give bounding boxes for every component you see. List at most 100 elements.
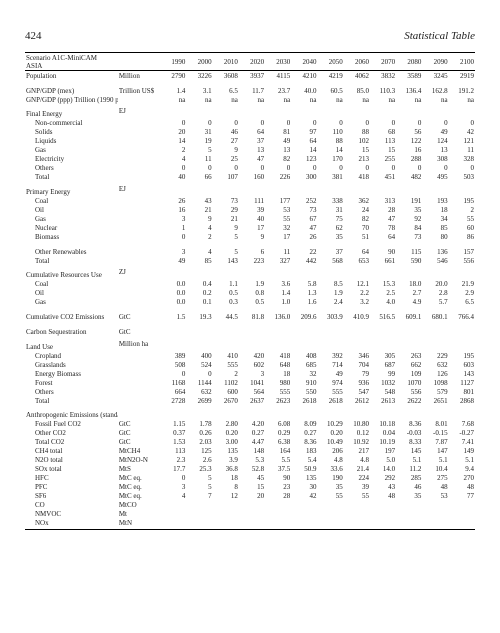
page-number: 424 bbox=[25, 30, 42, 42]
data-cell: 2790 bbox=[160, 71, 186, 81]
row-label: Population bbox=[25, 71, 118, 81]
data-cell: 4 bbox=[186, 223, 212, 232]
data-cell: 191 bbox=[396, 196, 422, 205]
data-cell: 13 bbox=[422, 146, 448, 155]
row-unit bbox=[118, 146, 160, 155]
data-cell: 6.5 bbox=[449, 298, 475, 307]
data-cell: 503 bbox=[449, 173, 475, 182]
data-cell: 85 bbox=[422, 223, 448, 232]
data-cell bbox=[396, 328, 422, 337]
data-cell: 14.0 bbox=[370, 465, 396, 474]
data-cell bbox=[344, 519, 370, 530]
data-cell: 508 bbox=[160, 360, 186, 369]
data-cell: 60.5 bbox=[318, 86, 344, 95]
data-cell: 1168 bbox=[160, 378, 186, 387]
data-cell: 0.0 bbox=[160, 280, 186, 289]
data-cell: 0 bbox=[370, 119, 396, 128]
data-cell: 1.0 bbox=[265, 298, 291, 307]
row-unit bbox=[118, 280, 160, 289]
data-cell: 547 bbox=[344, 387, 370, 396]
data-cell: 2618 bbox=[291, 396, 317, 405]
row-unit bbox=[118, 205, 160, 214]
data-cell: 555 bbox=[318, 387, 344, 396]
data-cell: 936 bbox=[344, 378, 370, 387]
row-label: Others bbox=[25, 164, 118, 173]
row-label: Nuclear bbox=[25, 223, 118, 232]
data-cell: 191.2 bbox=[449, 86, 475, 95]
data-cell: 1.5 bbox=[160, 313, 186, 322]
data-cell: 36.8 bbox=[213, 465, 239, 474]
row-unit bbox=[118, 378, 160, 387]
data-cell: 2919 bbox=[449, 71, 475, 81]
data-cell: 73 bbox=[396, 232, 422, 241]
data-cell bbox=[370, 328, 396, 337]
data-cell: 1102 bbox=[213, 378, 239, 387]
data-cell: 564 bbox=[239, 387, 265, 396]
data-cell: 0 bbox=[213, 119, 239, 128]
data-cell: 300 bbox=[291, 173, 317, 182]
data-cell: 42 bbox=[291, 492, 317, 501]
data-cell: 97 bbox=[291, 128, 317, 137]
data-cell: 18 bbox=[265, 369, 291, 378]
data-cell: 0 bbox=[265, 164, 291, 173]
row-label: Total bbox=[25, 173, 118, 182]
data-cell: 6.08 bbox=[265, 420, 291, 429]
data-cell: 66 bbox=[186, 173, 212, 182]
data-cell: 18.0 bbox=[396, 280, 422, 289]
row-unit bbox=[118, 289, 160, 298]
data-cell: 602 bbox=[239, 360, 265, 369]
data-cell: 0 bbox=[396, 119, 422, 128]
data-cell: 10.19 bbox=[370, 438, 396, 447]
data-cell: 1.9 bbox=[318, 289, 344, 298]
data-cell: 2623 bbox=[265, 396, 291, 405]
data-cell: 653 bbox=[344, 256, 370, 265]
data-cell: 8.36 bbox=[396, 420, 422, 429]
data-cell: 285 bbox=[396, 474, 422, 483]
data-cell: 1.6 bbox=[291, 298, 317, 307]
data-cell: na bbox=[160, 95, 186, 104]
data-cell: 81 bbox=[265, 128, 291, 137]
data-cell: 8.33 bbox=[396, 438, 422, 447]
data-cell: 32 bbox=[291, 369, 317, 378]
data-cell: 0 bbox=[449, 119, 475, 128]
row-label: Cropland bbox=[25, 351, 118, 360]
row-label: Other Renewables bbox=[25, 247, 118, 256]
data-cell: 13 bbox=[265, 146, 291, 155]
data-cell: 224 bbox=[344, 474, 370, 483]
data-cell: 313 bbox=[370, 196, 396, 205]
data-cell: 17 bbox=[239, 223, 265, 232]
data-cell: 26 bbox=[160, 196, 186, 205]
data-cell: 2637 bbox=[239, 396, 265, 405]
data-cell bbox=[449, 510, 475, 519]
data-cell: 389 bbox=[160, 351, 186, 360]
row-unit bbox=[118, 128, 160, 137]
row-label: Carbon Sequestration bbox=[25, 328, 118, 337]
data-cell bbox=[318, 328, 344, 337]
data-cell: 1.78 bbox=[186, 420, 212, 429]
year-header: 2080 bbox=[396, 53, 422, 71]
data-cell: 568 bbox=[318, 256, 344, 265]
data-cell: 0 bbox=[265, 119, 291, 128]
data-cell bbox=[449, 519, 475, 530]
data-cell: 1.9 bbox=[239, 280, 265, 289]
data-cell: 136.0 bbox=[265, 313, 291, 322]
data-cell: 0.37 bbox=[160, 429, 186, 438]
data-cell: 2670 bbox=[213, 396, 239, 405]
year-header: 2090 bbox=[422, 53, 448, 71]
data-cell: 590 bbox=[396, 256, 422, 265]
data-cell: 600 bbox=[213, 387, 239, 396]
data-cell: 42 bbox=[449, 128, 475, 137]
data-cell: na bbox=[318, 95, 344, 104]
data-cell: 135 bbox=[291, 474, 317, 483]
data-cell: na bbox=[422, 95, 448, 104]
data-cell bbox=[213, 510, 239, 519]
section-unit: EJ bbox=[118, 182, 160, 197]
data-cell bbox=[396, 510, 422, 519]
data-cell: 4 bbox=[160, 155, 186, 164]
data-cell: 2.6 bbox=[186, 456, 212, 465]
data-cell: 102 bbox=[344, 137, 370, 146]
data-cell bbox=[370, 519, 396, 530]
data-cell: 579 bbox=[422, 387, 448, 396]
data-cell: 195 bbox=[449, 351, 475, 360]
row-unit bbox=[118, 369, 160, 378]
